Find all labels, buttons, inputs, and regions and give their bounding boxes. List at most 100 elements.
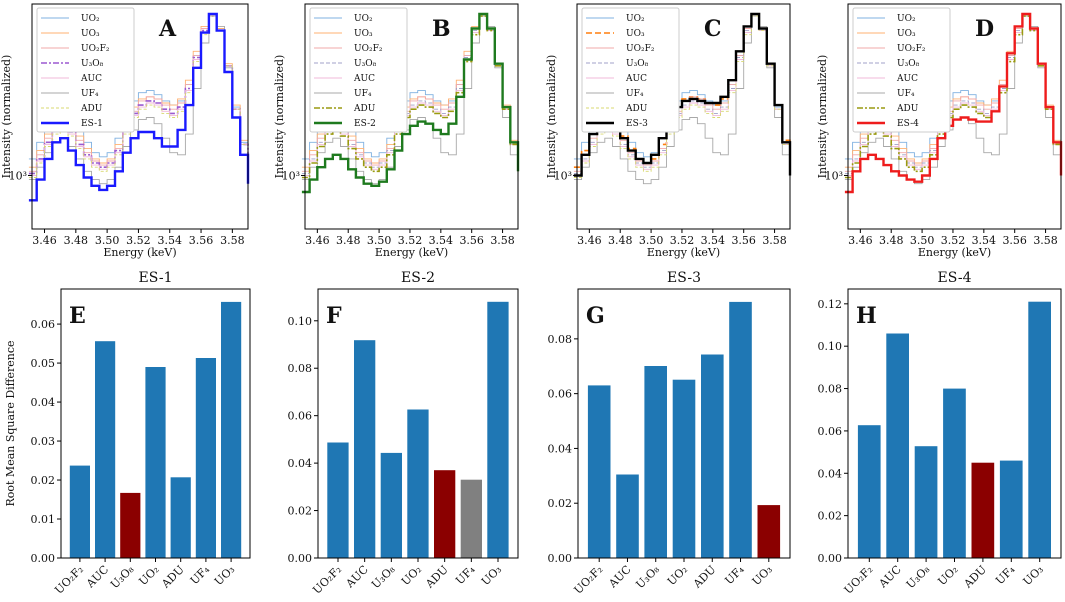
category-label: UO₃ xyxy=(212,563,237,588)
x-tick-label: 3.58 xyxy=(490,234,515,247)
legend-label-sample: ES-3 xyxy=(626,119,648,129)
y-tick-label: 0.04 xyxy=(818,467,843,480)
axes-frame xyxy=(60,288,251,559)
x-tick-label: 3.52 xyxy=(398,234,423,247)
bar-2 xyxy=(644,366,667,558)
legend-label: UO₃ xyxy=(897,29,916,39)
legend-box xyxy=(309,7,408,133)
legend-label: UO₂F₂ xyxy=(81,44,110,54)
y-tick-label: 0.04 xyxy=(288,457,313,470)
legend-label: AUC xyxy=(353,74,375,84)
chart-title: ES-1 xyxy=(139,270,173,286)
y-tick-label: 0.08 xyxy=(288,362,313,375)
bar-1 xyxy=(616,474,639,558)
category-label: UO₂ xyxy=(136,563,161,588)
category-label: U₃O₈ xyxy=(108,563,137,592)
panel-label: D xyxy=(975,16,994,42)
x-axis-label: Energy (keV) xyxy=(918,246,991,259)
y-tick-label: 0.00 xyxy=(818,552,843,565)
axes-frame xyxy=(31,3,249,230)
x-tick-label: 3.58 xyxy=(1033,234,1058,247)
y-tick-label: 0.01 xyxy=(31,513,56,526)
spectrum-panel-a: 3.46 3.48 3.50 3.52 3.54 3.56 3.58 Energy (keV)… xyxy=(0,3,250,259)
category-label: UO₃ xyxy=(750,563,775,588)
y-tick-label: 10³ xyxy=(9,169,27,182)
legend-label: UO₃ xyxy=(81,29,100,39)
category-label: UF₄ xyxy=(722,563,747,588)
y-axis-label: Intensity (normalized) xyxy=(816,55,829,179)
sample-curve xyxy=(28,12,250,202)
legend-label: UO₂F₂ xyxy=(626,44,655,54)
bar-6 xyxy=(757,505,781,558)
legend-label-sample: ES-4 xyxy=(897,119,919,129)
legend-label: AUC xyxy=(896,74,918,84)
bar-2 xyxy=(380,452,402,558)
y-axis-label: Intensity (normalized) xyxy=(273,55,286,179)
legend-label: AUC xyxy=(625,74,647,84)
bar-3 xyxy=(145,367,166,558)
x-tick-label: 3.56 xyxy=(1002,234,1027,247)
legend-label: U₃O₈ xyxy=(354,59,377,69)
reference-curve-5 xyxy=(301,15,519,185)
category-label: U₃O₈ xyxy=(633,563,662,592)
legend-box xyxy=(581,7,680,133)
x-tick-label: 3.54 xyxy=(429,234,454,247)
legend-label: UO₂ xyxy=(81,14,100,24)
spectrum-panel-d: 3.46 3.48 3.50 3.52 3.54 3.56 3.58 Energy (keV)… xyxy=(816,3,1063,259)
y-axis-label: Root Mean Square Difference xyxy=(4,340,17,506)
legend-label-sample: ES-1 xyxy=(81,119,103,129)
bar-3 xyxy=(407,409,429,558)
sample-curve xyxy=(301,12,520,194)
y-axis-label: Intensity (normalized) xyxy=(0,55,13,179)
bar-4 xyxy=(434,470,456,558)
y-tick-label: 0.02 xyxy=(818,510,843,523)
bar-4 xyxy=(971,462,995,558)
category-label: ADU xyxy=(961,563,989,591)
x-tick-label: 3.50 xyxy=(639,234,664,247)
y-tick-label: 0.06 xyxy=(31,318,56,331)
legend-label: UO₂ xyxy=(897,14,916,24)
chart-title: ES-3 xyxy=(667,270,701,286)
legend-label: ADU xyxy=(353,104,376,114)
x-tick-label: 3.50 xyxy=(95,234,120,247)
x-axis-label: Energy (keV) xyxy=(647,246,720,259)
legend-label: UO₂ xyxy=(626,14,645,24)
y-tick-label: 0.06 xyxy=(818,425,843,438)
y-tick-label: 0.00 xyxy=(548,552,573,565)
y-tick-label: 0.10 xyxy=(288,315,313,328)
legend-label: UF₄ xyxy=(626,89,644,99)
legend-label: UF₄ xyxy=(897,89,915,99)
chart-title: ES-2 xyxy=(401,270,435,286)
bar-2 xyxy=(914,446,938,558)
legend-box xyxy=(852,7,951,133)
y-tick-label: 0.08 xyxy=(818,383,843,396)
bar-6 xyxy=(487,301,509,558)
spectrum-panel-c: 3.46 3.48 3.50 3.52 3.54 3.56 3.58 Energy (keV)… xyxy=(545,3,792,259)
bar-5 xyxy=(999,460,1023,558)
bar-1 xyxy=(354,340,376,558)
legend-label: U₃O₈ xyxy=(626,59,649,69)
x-tick-label: 3.56 xyxy=(731,234,756,247)
x-tick-label: 3.54 xyxy=(157,234,182,247)
bar-6 xyxy=(1028,301,1051,558)
x-tick-label: 3.54 xyxy=(972,234,997,247)
axes-frame xyxy=(847,3,1062,230)
x-tick-label: 3.46 xyxy=(32,234,57,247)
category-label: UO₂ xyxy=(399,563,424,588)
category-label: UO₂F₂ xyxy=(52,563,86,597)
bar-5 xyxy=(460,479,482,558)
panel-label: G xyxy=(586,303,605,329)
category-label: UO₂ xyxy=(935,563,960,588)
legend-label: UO₂F₂ xyxy=(354,44,383,54)
panel-label: H xyxy=(856,303,877,329)
x-tick-label: 3.50 xyxy=(910,234,935,247)
reference-curve-3 xyxy=(28,15,249,175)
bar-5 xyxy=(729,301,752,558)
bar-chart-h: UO₂F₂ AUC U₃O₈ UO₂ ADU UF₄ UO₃ 0.00 0.02 0.04 0.06… xyxy=(818,270,1062,597)
x-tick-label: 3.52 xyxy=(941,234,966,247)
y-tick-label: 0.10 xyxy=(818,340,843,353)
chart-title: ES-4 xyxy=(938,270,972,286)
bar-2 xyxy=(120,492,141,558)
x-tick-label: 3.58 xyxy=(762,234,787,247)
